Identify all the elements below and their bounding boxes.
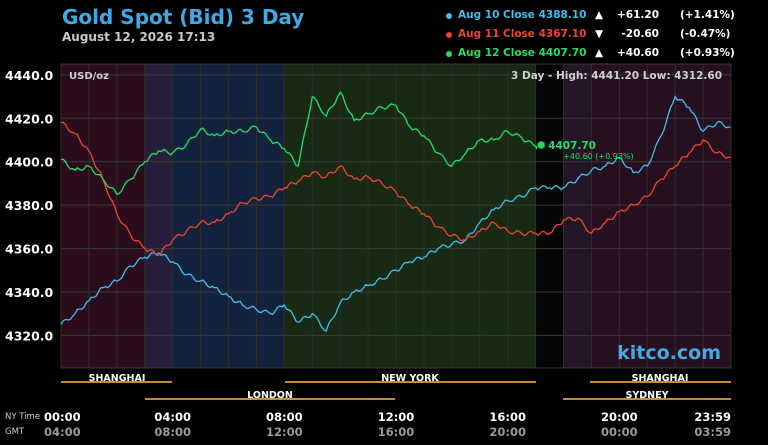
- session-band-new-york: [285, 64, 536, 368]
- legend-change-aug12: +40.60: [616, 47, 659, 59]
- y-tick-label: 4400.0: [5, 155, 54, 170]
- chart-title: Gold Spot (Bid) 3 Day: [62, 5, 305, 29]
- y-tick-label: 4340.0: [5, 285, 54, 300]
- y-tick-label: 4420.0: [5, 111, 54, 126]
- x-tick-ny: 20:00: [601, 410, 638, 424]
- session-label-shanghai-2: SHANGHAI: [632, 373, 689, 384]
- ny-time-label: NY Time: [5, 412, 40, 422]
- current-price-label: 4407.70: [548, 140, 596, 152]
- legend-label-aug11: Aug 11 Close 4367.10: [458, 28, 587, 40]
- legend-percent-aug12: (+0.93%): [680, 47, 735, 59]
- legend-change-aug11: -20.60: [621, 28, 659, 40]
- session-bar-shanghai: [61, 381, 172, 383]
- session-label-shanghai: SHANGHAI: [89, 373, 146, 384]
- legend-dot-aug10: [446, 13, 452, 19]
- down-arrow-icon: ▼: [595, 28, 604, 40]
- high-low-label: 3 Day - High: 4441.20 Low: 4312.60: [511, 70, 722, 82]
- session-bar-london: [145, 398, 395, 400]
- x-tick-gmt: 16:00: [378, 425, 415, 439]
- session-bar-sydney: [563, 398, 731, 400]
- grid: [60, 64, 732, 368]
- chart-timestamp: August 12, 2026 17:13: [62, 30, 216, 44]
- y-axis-labels: 4320.0 4340.0 4360.0 4380.0 4400.0 4420.0 4440…: [5, 68, 54, 344]
- gmt-label: GMT: [5, 427, 25, 437]
- series-line-aug-11: [60, 121, 731, 256]
- x-tick-ny: 16:00: [489, 410, 526, 424]
- legend-dot-aug12: [446, 51, 452, 57]
- session-bar-shanghai-2: [590, 381, 731, 383]
- x-tick-gmt: 20:00: [489, 425, 526, 439]
- legend-change-aug10: +61.20: [616, 9, 659, 21]
- legend-label-aug10: Aug 10 Close 4388.10: [458, 9, 587, 21]
- up-arrow-icon: ▲: [595, 9, 604, 21]
- x-tick-ny: 08:00: [266, 410, 303, 424]
- series-line-aug-12: [60, 91, 542, 196]
- x-tick-ny: 23:59: [694, 410, 731, 424]
- session-band-shanghai-2: [590, 64, 731, 368]
- x-tick-ny: 00:00: [44, 410, 81, 424]
- x-tick-gmt: 12:00: [266, 425, 303, 439]
- x-tick-gmt: 03:59: [694, 425, 731, 439]
- up-arrow-icon: ▲: [595, 47, 604, 59]
- x-tick-gmt: 00:00: [601, 425, 638, 439]
- x-tick-ny: 04:00: [154, 410, 191, 424]
- x-tick-gmt: 04:00: [44, 425, 81, 439]
- series-lines: [60, 91, 731, 333]
- current-change-label: +40.60 (+0.93%): [563, 152, 634, 161]
- y-tick-label: 4320.0: [5, 328, 54, 343]
- kitco-watermark: kitco.com: [617, 342, 721, 364]
- series-line-aug-10: [60, 95, 731, 333]
- x-tick-ny: 12:00: [378, 410, 415, 424]
- y-tick-label: 4360.0: [5, 242, 54, 257]
- session-bar-new-york: [285, 381, 536, 383]
- legend-percent-aug11: (-0.47%): [680, 28, 731, 40]
- unit-label: USD/oz: [69, 71, 109, 82]
- session-label-new-york: NEW YORK: [381, 373, 439, 384]
- session-band-closed: [536, 64, 563, 368]
- legend-dot-aug11: [446, 32, 452, 38]
- y-tick-label: 4440.0: [5, 68, 54, 83]
- current-price-marker: [536, 140, 546, 150]
- session-label-sydney: SYDNEY: [626, 390, 669, 401]
- legend-percent-aug10: (+1.41%): [680, 9, 735, 21]
- x-axis-labels: 00:0004:0004:0008:0008:0012:0012:0016:00…: [44, 410, 731, 439]
- session-label-london: LONDON: [247, 390, 293, 401]
- legend-label-aug12: Aug 12 Close 4407.70: [458, 47, 587, 59]
- y-tick-label: 4380.0: [5, 198, 54, 213]
- session-band-overlap: [145, 64, 172, 368]
- x-tick-gmt: 08:00: [154, 425, 191, 439]
